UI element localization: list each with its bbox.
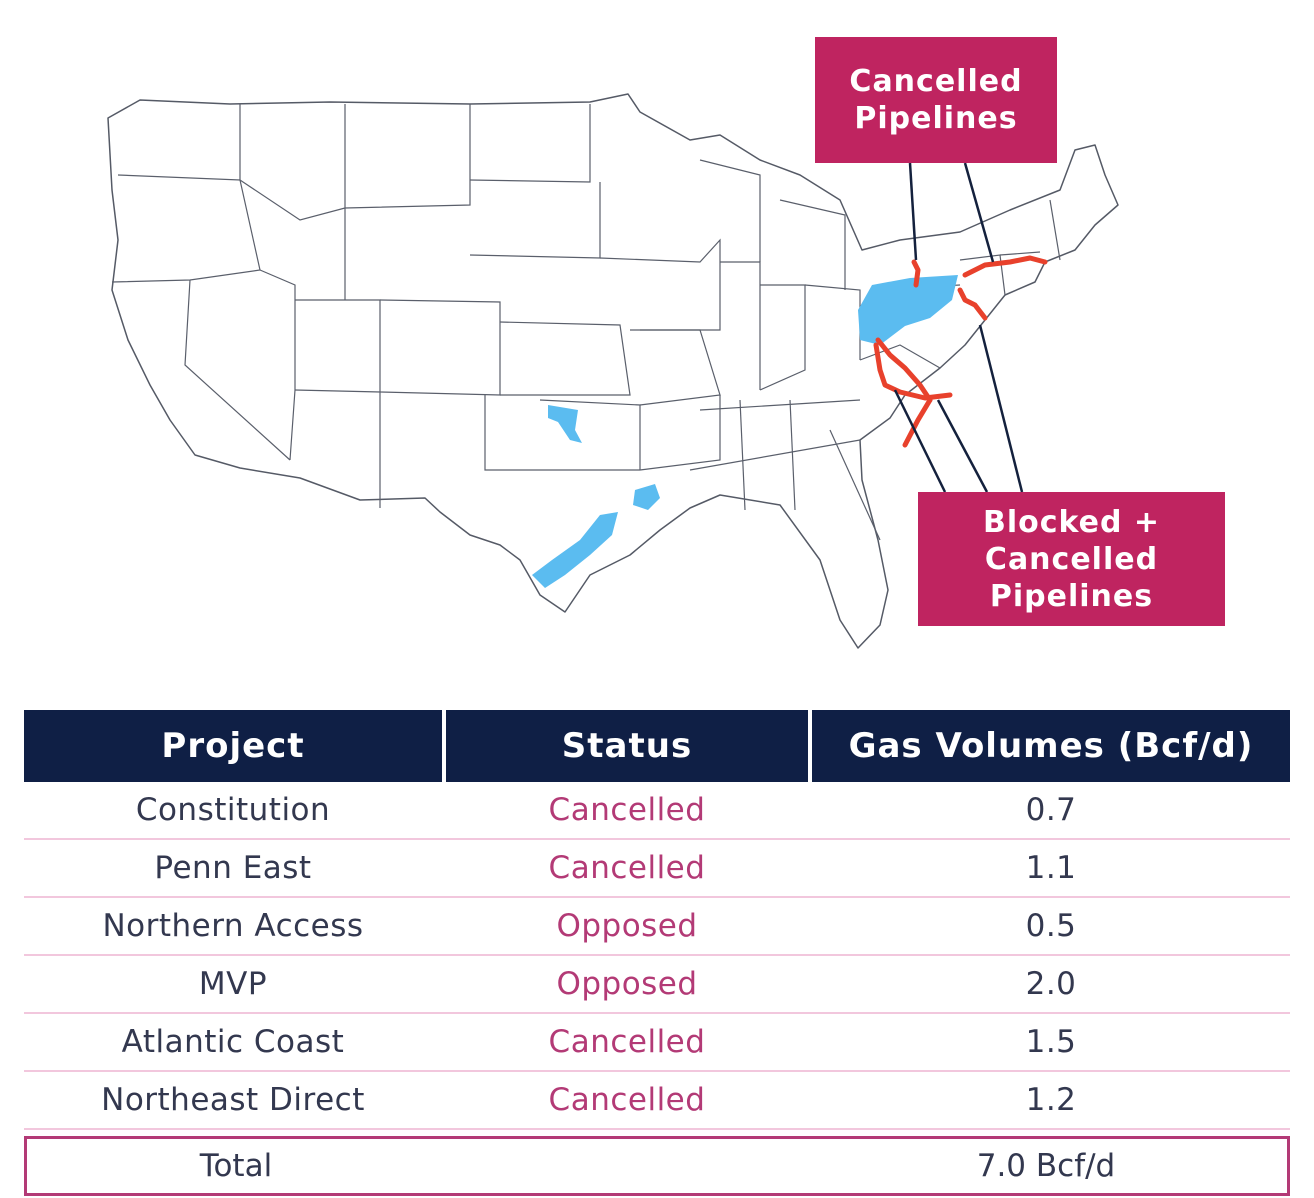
shale-basins [532, 275, 958, 588]
project-cell: Atlantic Coast [121, 1024, 345, 1060]
header-status: Status [446, 710, 808, 782]
status-cell: Cancelled [548, 792, 706, 828]
volume-cell: 0.7 [1025, 792, 1077, 828]
table-row: Northeast Direct Cancelled 1.2 [24, 1072, 1290, 1130]
volume-cell: 1.1 [1025, 850, 1077, 886]
callout-line: Pipelines [989, 578, 1154, 614]
header-gas-volumes: Gas Volumes (Bcf/d) [812, 710, 1290, 782]
blocked-cancelled-pipelines-callout: Blocked + Cancelled Pipelines [918, 492, 1225, 626]
total-row: Total 7.0 Bcf/d [24, 1136, 1290, 1196]
volume-cell: 0.5 [1025, 908, 1077, 944]
state-borders [111, 104, 1061, 541]
haynesville-basin [633, 484, 660, 510]
table-row: Atlantic Coast Cancelled 1.5 [24, 1014, 1290, 1072]
callout-line: Blocked + [982, 504, 1161, 540]
anadarko-basin [548, 405, 582, 443]
total-label: Total [199, 1148, 273, 1184]
cancelled-pipelines-callout: Cancelled Pipelines [815, 37, 1057, 163]
table-row: MVP Opposed 2.0 [24, 956, 1290, 1014]
callout-line: Cancelled [849, 64, 1023, 99]
status-cell: Cancelled [548, 1082, 706, 1118]
penn-east-pipeline [957, 287, 988, 321]
status-cell: Opposed [556, 966, 698, 1002]
total-spacer [445, 1139, 807, 1193]
volume-cell: 1.5 [1025, 1024, 1077, 1060]
project-cell: Northern Access [102, 908, 364, 944]
header-project: Project [24, 710, 442, 782]
atlantic-coast-pipeline [873, 342, 953, 448]
status-cell: Cancelled [548, 1024, 706, 1060]
callout-line: Cancelled [984, 541, 1159, 577]
project-cell: Constitution [135, 792, 331, 828]
table-row: Northern Access Opposed 0.5 [24, 898, 1290, 956]
table-row: Constitution Cancelled 0.7 [24, 782, 1290, 840]
volume-cell: 2.0 [1025, 966, 1077, 1002]
status-cell: Opposed [556, 908, 698, 944]
status-cell: Cancelled [548, 850, 706, 886]
project-cell: Northeast Direct [101, 1082, 365, 1118]
eagle-ford-basin [532, 512, 618, 588]
marcellus-utica-basin [858, 275, 958, 345]
us-map [107, 93, 1119, 649]
pipelines [873, 255, 1048, 448]
project-cell: Penn East [154, 850, 312, 886]
volume-cell: 1.2 [1025, 1082, 1077, 1118]
table-row: Penn East Cancelled 1.1 [24, 840, 1290, 898]
pipeline-table: Project Status Gas Volumes (Bcf/d) Const… [24, 710, 1290, 1196]
constitution-pipeline [962, 255, 1048, 278]
project-cell: MVP [198, 966, 268, 1002]
callout-line: Pipelines [854, 101, 1018, 136]
northern-access-pipeline [911, 259, 921, 288]
mvp-pipeline [875, 337, 933, 403]
leader-lines [893, 162, 1024, 493]
total-value: 7.0 Bcf/d [976, 1148, 1116, 1184]
table-header: Project Status Gas Volumes (Bcf/d) [24, 710, 1290, 782]
